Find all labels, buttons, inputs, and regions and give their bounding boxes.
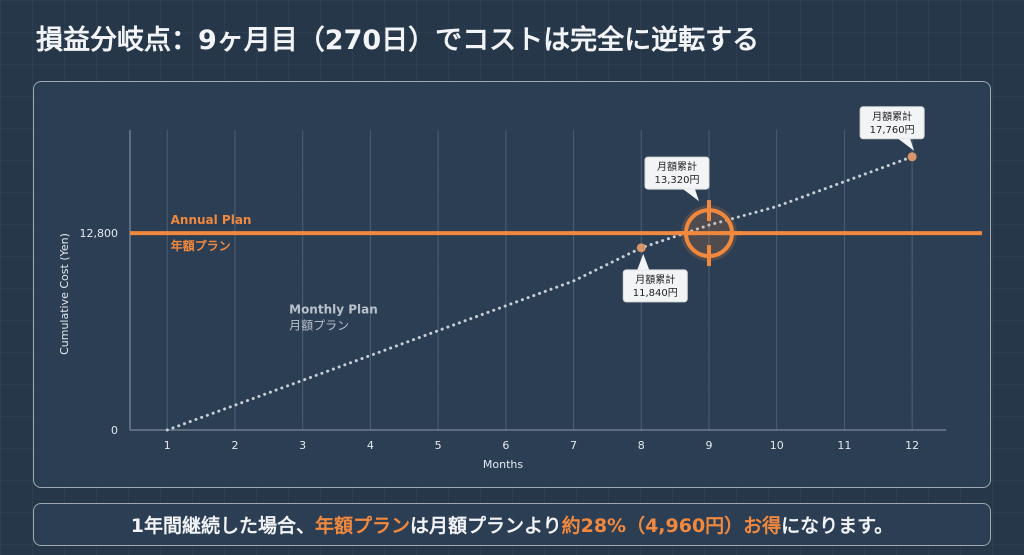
- x-tick-label: 8: [638, 439, 645, 452]
- x-tick-label: 9: [705, 439, 712, 452]
- summary-text-1: 1年間継続した場合、: [130, 515, 315, 537]
- x-tick-label: 7: [570, 439, 577, 452]
- summary-text-3: になります。: [781, 515, 894, 537]
- x-tick-label: 1: [164, 439, 171, 452]
- x-tick-label: 12: [905, 439, 919, 452]
- summary-banner: 1年間継続した場合、 年額プラン は月額プランより 約28%（4,960円）お得…: [33, 503, 991, 546]
- callout-pointer: [637, 253, 650, 270]
- callout-line1: 月額累計: [657, 160, 697, 173]
- summary-text-2: は月額プランより: [409, 515, 562, 537]
- callout-rect: [644, 156, 710, 190]
- callout-pointer: [682, 189, 699, 202]
- x-axis-title: Months: [483, 458, 523, 471]
- label-layer: Annual Plan 年額プラン Monthly Plan 月額プラン 月額累計 11,…: [171, 106, 925, 333]
- summary-highlight-savings: 約28%（4,960円）お得: [561, 515, 782, 537]
- y-tick-label: 12,800: [80, 227, 119, 240]
- callout-box: 月額累計 13,320円: [644, 156, 710, 202]
- series-label-monthly: Monthly Plan: [289, 303, 378, 317]
- x-tick-label: 2: [231, 439, 238, 452]
- callout-box: 月額累計 11,840円: [622, 253, 688, 303]
- callout-line2: 13,320円: [654, 175, 699, 186]
- callout-line2: 17,760円: [870, 125, 915, 136]
- callout-box: 月額累計 17,760円: [859, 106, 925, 151]
- data-point-marker: [907, 152, 917, 162]
- x-tick-label: 3: [299, 439, 306, 452]
- series-label-annual: Annual Plan: [171, 213, 252, 227]
- x-tick-label: 4: [367, 439, 374, 452]
- breakeven-glow: [680, 205, 737, 262]
- data-point-marker: [636, 243, 646, 253]
- series-layer: [130, 152, 982, 432]
- x-tick-label: 10: [770, 439, 784, 452]
- callout-rect: [622, 269, 688, 303]
- callout-rect: [859, 106, 925, 140]
- y-axis-title: Cumulative Cost (Yen): [58, 233, 71, 355]
- series-label-monthly-ja: 月額プラン: [289, 319, 349, 333]
- y-tick-label: 0: [111, 424, 118, 437]
- callout-line1: 月額累計: [635, 273, 675, 286]
- grid-layer: [166, 130, 913, 430]
- summary-highlight-annual: 年額プラン: [314, 515, 410, 537]
- series-line-monthly: [165, 155, 914, 432]
- callout-pointer: [898, 138, 915, 151]
- page-title: 損益分岐点：9ヶ月目（270日）でコストは完全に逆転する: [36, 25, 760, 56]
- x-tick-label: 11: [837, 439, 851, 452]
- x-tick-label: 5: [435, 439, 442, 452]
- chart-panel: 1 2 3 4 5 6 7 8 9 10 11 12 0 12,800 Months Cumulative C…: [33, 81, 991, 488]
- callout-line1: 月額累計: [872, 110, 912, 123]
- series-label-annual-ja: 年額プラン: [171, 238, 231, 253]
- x-tick-label: 6: [502, 439, 509, 452]
- callout-line2: 11,840円: [633, 288, 678, 299]
